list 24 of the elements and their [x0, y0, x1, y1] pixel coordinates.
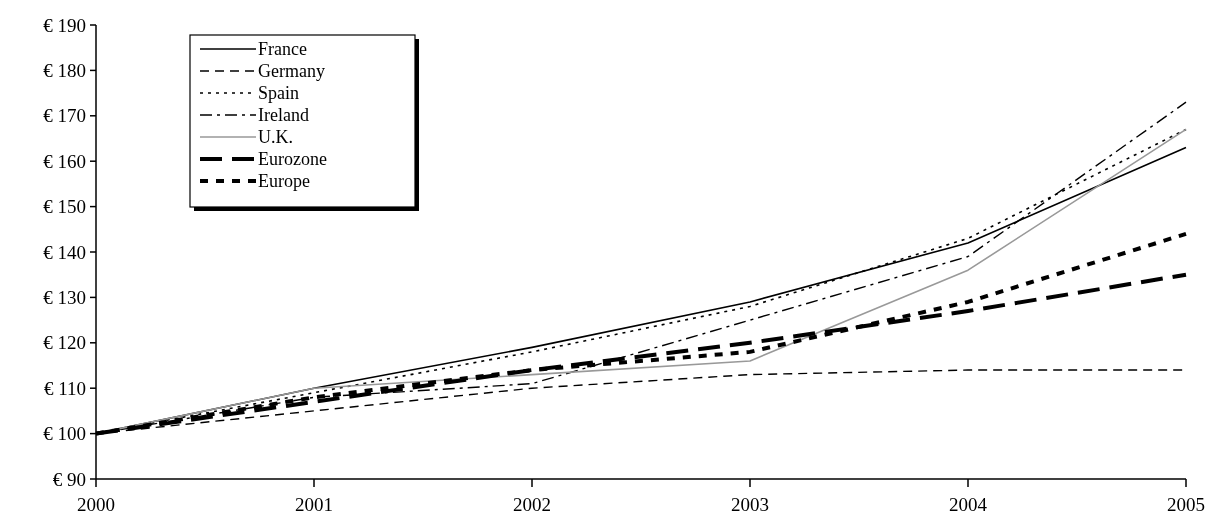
legend-label: Europe — [258, 171, 310, 192]
legend-label: Germany — [258, 61, 325, 82]
x-tick-label: 2005 — [1167, 494, 1205, 515]
y-tick-label: € 120 — [43, 332, 86, 354]
legend-label: France — [258, 39, 307, 60]
y-tick-label: € 140 — [43, 241, 86, 263]
y-tick-label: € 160 — [43, 150, 86, 172]
x-tick-label: 2002 — [513, 494, 551, 515]
y-tick-label: € 190 — [43, 14, 86, 36]
y-tick-label: € 130 — [43, 287, 86, 309]
x-tick-label: 2003 — [731, 494, 769, 515]
y-tick-label: € 90 — [52, 468, 86, 490]
legend-label: Eurozone — [258, 149, 327, 170]
legend-label: Spain — [258, 83, 300, 104]
x-tick-label: 2000 — [77, 494, 115, 515]
legend-label: Ireland — [258, 105, 309, 126]
legend-label: U.K. — [258, 127, 293, 148]
x-tick-label: 2001 — [295, 494, 333, 515]
y-tick-label: € 180 — [43, 60, 86, 82]
x-tick-label: 2004 — [949, 494, 988, 515]
y-tick-label: € 110 — [43, 377, 86, 399]
y-tick-label: € 100 — [43, 423, 86, 445]
y-tick-label: € 170 — [43, 105, 86, 127]
y-tick-label: € 150 — [43, 196, 86, 218]
